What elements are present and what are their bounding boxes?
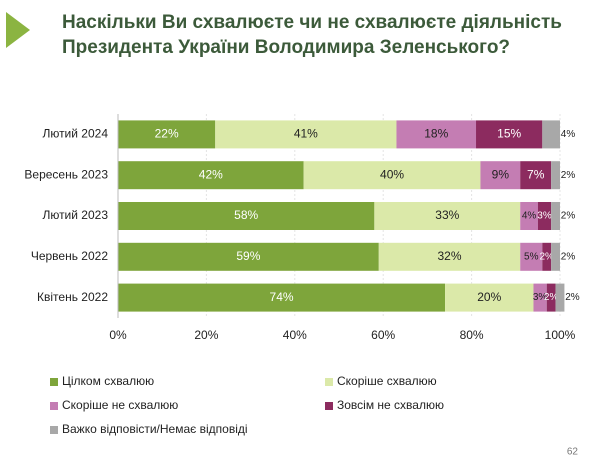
data-label: 9% xyxy=(492,167,510,181)
bar-segment xyxy=(542,120,560,149)
x-tick-label: 80% xyxy=(460,328,484,342)
data-label: 2% xyxy=(565,292,580,303)
data-label: 3% xyxy=(537,211,552,222)
bar-segment xyxy=(551,242,560,271)
bar-segment xyxy=(520,161,552,190)
legend-label: Зовсім не схвалюю xyxy=(337,398,444,412)
legend-swatch xyxy=(325,378,333,386)
legend-swatch xyxy=(50,402,58,410)
data-label: 2% xyxy=(540,251,555,262)
bar-segment xyxy=(215,120,397,149)
y-tick-label: Вересень 2023 xyxy=(24,167,108,181)
data-label: 42% xyxy=(199,167,223,181)
bar-segment xyxy=(551,202,560,230)
data-label: 2% xyxy=(561,251,576,262)
data-label: 33% xyxy=(435,208,459,222)
bar-segment xyxy=(555,283,565,312)
data-label: 2% xyxy=(561,170,576,181)
bar-segment xyxy=(118,242,379,271)
bar-segment xyxy=(476,120,543,149)
data-label: 41% xyxy=(294,127,318,141)
bar-segment xyxy=(378,242,521,271)
chart-title: Наскільки Ви схвалюєте чи не схвалюєте д… xyxy=(62,12,562,33)
bar-segment xyxy=(445,283,534,312)
data-label: 32% xyxy=(437,249,461,263)
data-label: 2% xyxy=(544,292,559,303)
legend-swatch xyxy=(50,426,58,434)
data-label: 59% xyxy=(236,249,260,263)
data-label: 22% xyxy=(155,127,179,141)
legend-label: Важко відповісти/Немає відповіді xyxy=(62,422,248,436)
bar-segment xyxy=(118,283,446,312)
data-label: 4% xyxy=(522,211,537,222)
bar-segment xyxy=(374,202,521,230)
y-tick-label: Лютий 2024 xyxy=(42,127,108,141)
bar-segment xyxy=(520,242,543,271)
bar-segment xyxy=(396,120,477,149)
y-tick-label: Квітень 2022 xyxy=(37,290,108,304)
legend-swatch xyxy=(325,402,333,410)
data-label: 15% xyxy=(497,127,521,141)
legend-label: Скоріше не схвалюю xyxy=(62,398,178,412)
bar-segment xyxy=(542,242,552,271)
bar-segment xyxy=(546,283,556,312)
x-tick-label: 40% xyxy=(283,328,307,342)
bar-segment xyxy=(118,202,375,230)
y-tick-label: Червень 2022 xyxy=(31,249,108,263)
legend-swatch xyxy=(50,378,58,386)
data-label: 40% xyxy=(380,167,404,181)
decor-triangle xyxy=(6,12,30,48)
bar-segment xyxy=(118,120,216,149)
x-tick-label: 60% xyxy=(371,328,395,342)
x-tick-label: 0% xyxy=(109,328,127,342)
data-label: 2% xyxy=(561,211,576,222)
data-label: 4% xyxy=(561,129,576,140)
data-label: 20% xyxy=(477,290,501,304)
chart-title: Президента України Володимира Зеленськог… xyxy=(62,37,510,58)
bar-segment xyxy=(303,161,481,190)
data-label: 58% xyxy=(234,208,258,222)
data-label: 74% xyxy=(270,290,294,304)
bar-segment xyxy=(480,161,521,190)
x-tick-label: 20% xyxy=(194,328,218,342)
legend-label: Цілком схвалюю xyxy=(62,374,154,388)
bar-segment xyxy=(537,202,552,230)
y-tick-label: Лютий 2023 xyxy=(42,208,108,222)
legend-label: Скоріше схвалюю xyxy=(337,374,437,388)
data-label: 18% xyxy=(424,127,448,141)
bar-segment xyxy=(551,161,560,190)
data-label: 5% xyxy=(524,251,539,262)
bar-segment xyxy=(118,161,304,190)
bar-segment xyxy=(520,202,538,230)
data-label: 7% xyxy=(527,167,545,181)
page-number: 62 xyxy=(567,447,579,458)
data-label: 3% xyxy=(533,292,548,303)
bar-segment xyxy=(533,283,547,312)
x-tick-label: 100% xyxy=(545,328,576,342)
